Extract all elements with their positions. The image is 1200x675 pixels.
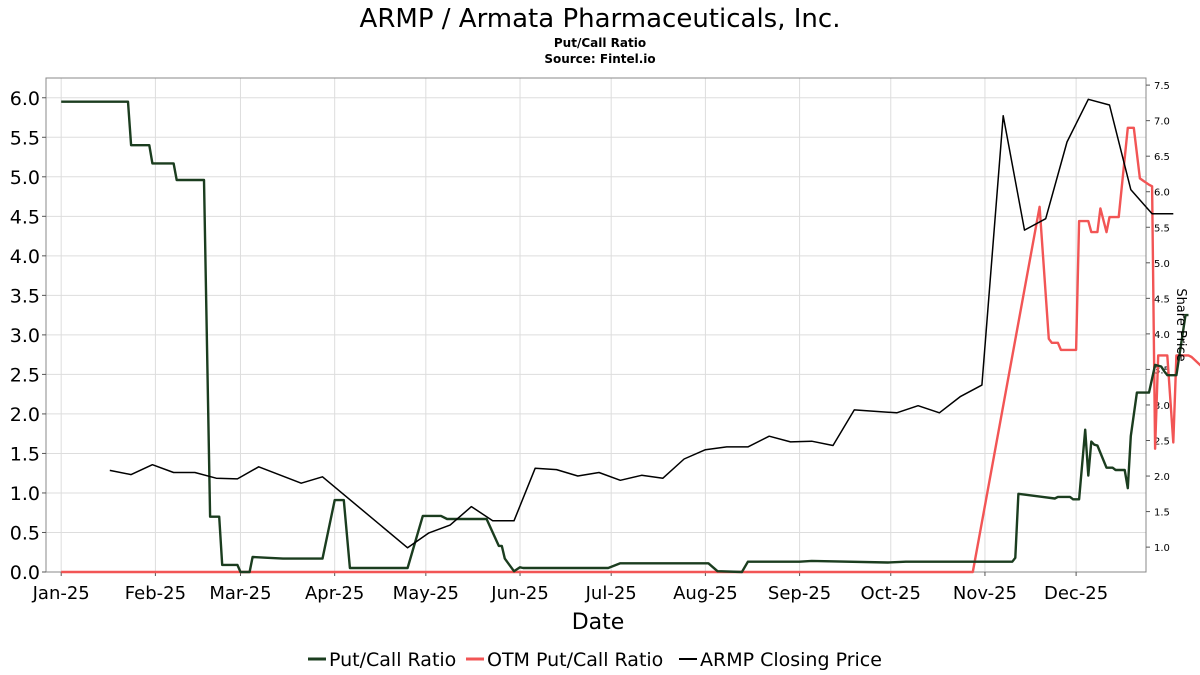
y-tick-label: 1.0 <box>10 483 40 505</box>
legend-label: Put/Call Ratio <box>329 649 456 671</box>
y2-tick-label: 1.5 <box>1154 508 1170 519</box>
x-tick-label: Jun-25 <box>490 583 549 604</box>
y2-tick-label: 4.0 <box>1154 330 1170 341</box>
y-tick-label: 5.0 <box>10 167 40 189</box>
y-tick-label: 5.5 <box>10 127 40 149</box>
x-tick-label: Jan-25 <box>32 583 90 604</box>
y-tick-label: 3.5 <box>10 285 40 307</box>
y2-tick-label: 2.5 <box>1154 437 1170 448</box>
y2-tick-label: 3.0 <box>1154 401 1170 412</box>
grid <box>46 78 1146 573</box>
y2-tick-label: 1.0 <box>1154 543 1170 554</box>
y2-tick-label: 5.5 <box>1154 223 1170 234</box>
y-tick-label: 3.0 <box>10 325 40 347</box>
y2-tick-label: 7.0 <box>1154 117 1170 128</box>
plot-area <box>45 77 1147 573</box>
legend: Put/Call Ratio OTM Put/Call Ratio ARMP Clo… <box>308 649 882 671</box>
y2-tick-label: 4.5 <box>1154 294 1170 305</box>
series-line-armp-closing-price <box>109 98 1174 549</box>
y-tick-label: 6.0 <box>10 88 40 110</box>
x-tick-label: Dec-25 <box>1044 583 1108 604</box>
series-layer <box>61 98 1200 574</box>
chart-subtitle-1: Put/Call Ratio <box>554 36 646 50</box>
y2-axis-title: Share Price <box>1173 288 1188 361</box>
chart-title: ARMP / Armata Pharmaceuticals, Inc. <box>360 4 841 34</box>
x-tick-label: Oct-25 <box>860 583 921 604</box>
y2-tick-label: 6.5 <box>1154 152 1170 163</box>
x-axis: Jan-25 Feb-25 Mar-25 Apr-25 May-25 Jun-25 Jul-… <box>32 572 1108 604</box>
y-tick-label: 0.5 <box>10 522 40 544</box>
y-tick-label: 0.0 <box>10 562 40 584</box>
x-tick-label: Sep-25 <box>768 583 831 604</box>
y-tick-label: 4.0 <box>10 246 40 268</box>
y-tick-label: 4.5 <box>10 206 40 228</box>
series-line-otm-put-call-ratio <box>61 126 1200 574</box>
x-axis-title: Date <box>572 610 625 635</box>
x-tick-label: Feb-25 <box>125 583 186 604</box>
y2-tick-label: 5.0 <box>1154 259 1170 270</box>
x-tick-label: May-25 <box>393 583 459 604</box>
x-tick-label: Jul-25 <box>585 583 637 604</box>
y-tick-label: 2.5 <box>10 364 40 386</box>
legend-label: OTM Put/Call Ratio <box>487 649 663 671</box>
legend-label: ARMP Closing Price <box>700 649 882 671</box>
y-tick-label: 2.0 <box>10 404 40 426</box>
x-tick-label: Mar-25 <box>209 583 271 604</box>
series-line-put-call-ratio <box>61 100 1189 574</box>
y-tick-label: 1.5 <box>10 443 40 465</box>
y2-tick-label: 2.0 <box>1154 472 1170 483</box>
x-tick-label: Nov-25 <box>953 583 1017 604</box>
x-tick-label: Aug-25 <box>673 583 738 604</box>
x-tick-label: Apr-25 <box>305 583 364 604</box>
y-axis-right: 1.0 1.5 2.0 2.5 3.0 3.5 4.0 4.5 5.0 5.5 6.0 6.5 7.0 7… <box>1146 81 1170 554</box>
y2-tick-label: 6.0 <box>1154 188 1170 199</box>
y2-tick-label: 3.5 <box>1154 365 1170 376</box>
chart-subtitle-2: Source: Fintel.io <box>544 52 655 66</box>
y2-tick-label: 7.5 <box>1154 81 1170 92</box>
y-axis-left: 0.0 0.5 1.0 1.5 2.0 2.5 3.0 3.5 4.0 4.5 5.0 5.5 6.0 <box>10 88 46 584</box>
